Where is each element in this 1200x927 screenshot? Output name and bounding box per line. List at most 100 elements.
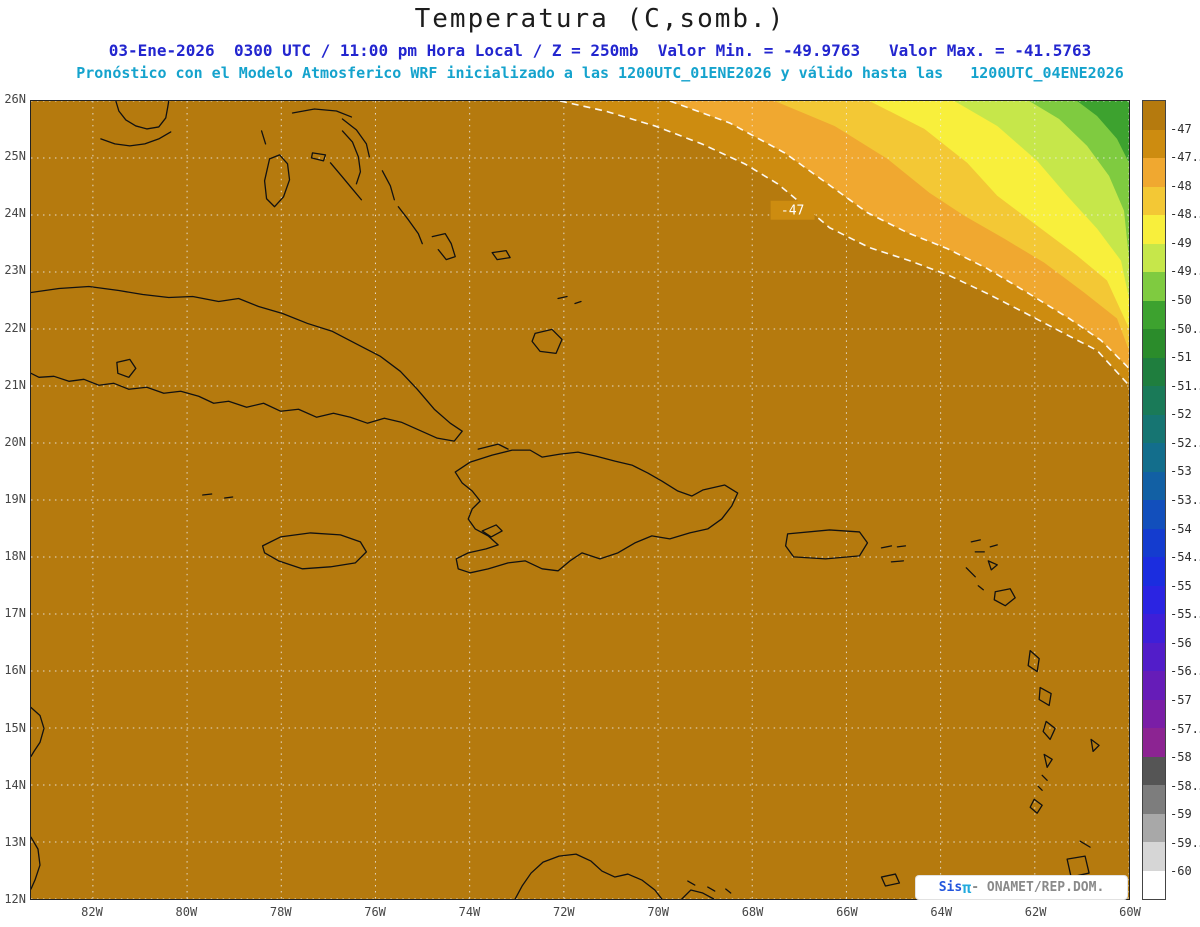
- lat-tick-label: 18N: [4, 549, 26, 564]
- lat-tick-label: 17N: [4, 606, 26, 621]
- lat-tick-label: 25N: [4, 149, 26, 164]
- page-title: Temperatura (C,somb.): [414, 4, 786, 34]
- lat-tick-label: 23N: [4, 263, 26, 278]
- lon-tick-label: 74W: [458, 905, 481, 919]
- colorbar-tick-label: -49: [1170, 235, 1192, 250]
- coastline-virgin-islands: [880, 545, 907, 563]
- watermark-brand: Sis: [938, 880, 963, 895]
- coastline-turks-caicos: [557, 295, 582, 305]
- colorbar-segment: [1143, 215, 1165, 244]
- colorbar-tick-label: -53: [1170, 464, 1192, 479]
- contour-label-mask: [770, 200, 815, 220]
- colorbar-segment: [1143, 699, 1165, 728]
- map-svg: -47: [31, 101, 1129, 899]
- colorbar-tick-label: -56: [1170, 635, 1192, 650]
- colorbar-segment: [1143, 813, 1165, 842]
- colorbar-segment: [1143, 357, 1165, 386]
- colorbar-segment: [1143, 585, 1165, 614]
- colorbar-segment: [1143, 500, 1165, 529]
- coastline-gonave: [481, 524, 503, 538]
- contour-lines: -47: [559, 101, 1129, 386]
- header-model-line: Pronóstico con el Modelo Atmosferico WRF…: [76, 64, 1124, 82]
- colorbar-tick-label: -58.5: [1170, 778, 1200, 793]
- colorbar-segment: [1143, 300, 1165, 329]
- colorbar-segment: [1143, 414, 1165, 443]
- colorbar-segment: [1143, 756, 1165, 785]
- watermark-text: - ONAMET/REP.DOM.: [971, 880, 1105, 895]
- band-6: [1029, 101, 1129, 259]
- colorbar-tick-label: -58: [1170, 750, 1192, 765]
- coastline-tortuga: [477, 443, 509, 450]
- colorbar-tick-label: -51.5: [1170, 378, 1200, 393]
- colorbar-tick-label: -57.5: [1170, 721, 1200, 736]
- colorbar-segment: [1143, 528, 1165, 557]
- lon-tick-label: 78W: [269, 905, 292, 919]
- colorbar-segment: [1143, 842, 1165, 871]
- colorbar-segment: [1143, 728, 1165, 757]
- contour-line-47: [559, 101, 1129, 386]
- lon-tick-label: 70W: [647, 905, 670, 919]
- lat-tick-label: 13N: [4, 834, 26, 849]
- lon-tick-label: 62W: [1024, 905, 1047, 919]
- lon-tick-label: 66W: [836, 905, 858, 919]
- lon-tick-label: 60W: [1119, 905, 1141, 919]
- lat-tick-label: 14N: [4, 777, 26, 792]
- coastline-central-america: [31, 706, 45, 890]
- colorbar-segment: [1143, 272, 1165, 301]
- colorbar-tick-label: -52.5: [1170, 435, 1200, 450]
- lat-tick-label: 26N: [4, 92, 26, 106]
- lat-tick-label: 12N: [4, 892, 26, 906]
- contour-label: -47: [781, 204, 804, 219]
- colorbar-tick-label: -55: [1170, 578, 1192, 593]
- colorbar-tick-label: -56.5: [1170, 664, 1200, 679]
- map-canvas: -47: [30, 100, 1130, 900]
- lat-tick-label: 15N: [4, 720, 26, 735]
- colorbar-segment: [1143, 471, 1165, 500]
- coastline-caymans: [202, 493, 234, 499]
- colorbar-tick-label: -47.5: [1170, 150, 1200, 165]
- lat-tick-label: 20N: [4, 434, 26, 449]
- colorbar-tick-label: -48.5: [1170, 207, 1200, 222]
- colorbar-tick-label: -57: [1170, 693, 1192, 707]
- lon-tick-label: 82W: [81, 905, 103, 919]
- band-7: [1077, 101, 1129, 163]
- watermark-pi-symbol: π: [962, 878, 972, 897]
- coastline-isla-juventud: [116, 358, 137, 378]
- coastline-cuba: [31, 285, 463, 442]
- lat-tick-label: 24N: [4, 206, 26, 221]
- colorbar-segment: [1143, 557, 1165, 586]
- lon-tick-label: 72W: [552, 905, 575, 919]
- lat-tick-label: 16N: [4, 663, 26, 678]
- colorbar-segment: [1143, 386, 1165, 415]
- coastlines: [31, 101, 1100, 899]
- colorbar-segment: [1143, 243, 1165, 272]
- colorbar-segment: [1143, 158, 1165, 187]
- band-5: [954, 101, 1129, 299]
- colorbar-segment: [1143, 671, 1165, 700]
- lon-tick-label: 64W: [930, 905, 953, 919]
- colorbar-tick-label: -49.5: [1170, 264, 1200, 279]
- colorbar-segment: [1143, 642, 1165, 671]
- colorbar-segment: [1143, 186, 1165, 215]
- lon-tick-label: 76W: [364, 905, 386, 919]
- coastline-inagua: [531, 328, 563, 355]
- colorbar-segment: [1143, 614, 1165, 643]
- lon-tick-label: 80W: [175, 905, 198, 919]
- colorbar-tick-label: -55.5: [1170, 607, 1200, 622]
- colorbar-tick-label: -60: [1170, 864, 1192, 879]
- colorbar-tick-label: -54.5: [1170, 550, 1200, 565]
- colorbar-segment: [1143, 129, 1165, 158]
- colorbar-tick-label: -59.5: [1170, 835, 1200, 850]
- header-datetime-line: 03-Ene-2026 0300 UTC / 11:00 pm Hora Loc…: [108, 41, 1092, 60]
- colorbar-segment: [1143, 101, 1165, 130]
- temperature-bands: [31, 101, 1129, 899]
- colorbar: [1142, 100, 1166, 900]
- coastline-hispaniola: [454, 449, 739, 574]
- colorbar-segment: [1143, 785, 1165, 814]
- colorbar-tick-label: -54: [1170, 521, 1192, 536]
- lon-tick-label: 68W: [741, 905, 764, 919]
- colorbar-segment: [1143, 329, 1165, 358]
- watermark: Sis π - ONAMET/REP.DOM.: [916, 876, 1127, 899]
- colorbar-tick-label: -52: [1170, 407, 1192, 422]
- colorbar-segment: [1143, 870, 1165, 899]
